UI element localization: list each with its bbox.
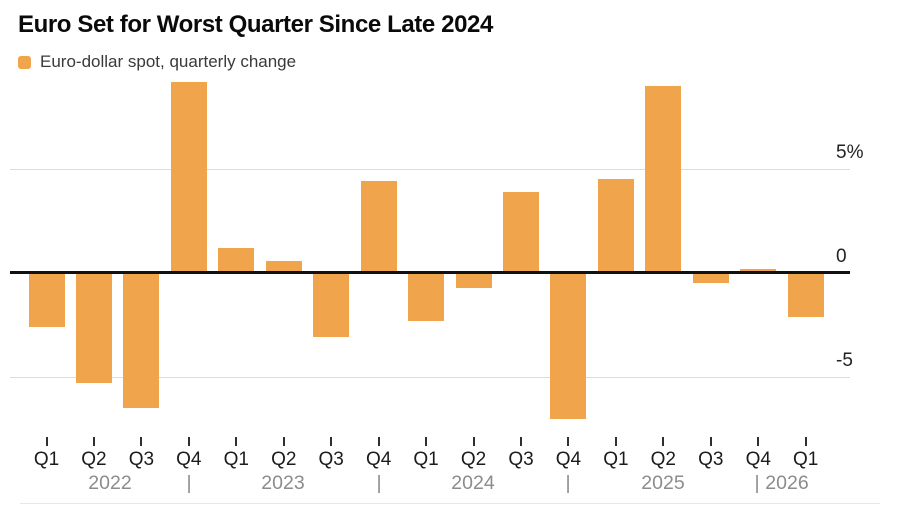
bar-q1-2025 [597, 179, 634, 273]
zero-baseline [10, 271, 850, 274]
year-separator: | [754, 472, 760, 494]
x-tick-q2-2024 [472, 437, 475, 446]
bar-q3-2025 [692, 273, 729, 284]
bar-q3-2023 [313, 273, 350, 338]
x-tick-q4-2022 [187, 437, 190, 446]
x-label-q4-2022: Q4 [176, 449, 202, 470]
x-tick-q4-2025 [757, 437, 760, 446]
x-tick-q1-2026 [804, 437, 807, 446]
x-tick-q1-2024 [425, 437, 428, 446]
year-label-2024: 2024 [451, 472, 495, 494]
bar-q3-2024 [503, 191, 539, 273]
bar-q4-2023 [360, 181, 397, 273]
x-label-q2-2023: Q2 [271, 449, 297, 470]
x-tick-q1-2022 [45, 437, 48, 446]
bar-q1-2023 [218, 248, 255, 273]
legend-label: Euro-dollar spot, quarterly change [40, 52, 297, 71]
x-label-q2-2025: Q2 [650, 449, 677, 470]
x-tick-q1-2025 [614, 437, 617, 446]
x-label-q1-2025: Q1 [603, 449, 629, 470]
x-tick-q2-2022 [92, 437, 95, 446]
x-label-q2-2022: Q2 [81, 449, 107, 470]
x-label-q3-2022: Q3 [128, 449, 155, 470]
bar-q2-2023 [265, 260, 302, 273]
x-tick-q2-2023 [282, 437, 285, 446]
bar-q2-2022 [75, 273, 112, 384]
year-separator: | [565, 472, 571, 494]
year-separator: | [376, 472, 382, 494]
x-label-q3-2023: Q3 [318, 449, 344, 470]
legend-swatch-icon [18, 55, 31, 69]
x-tick-q3-2023 [330, 437, 333, 446]
y-axis-label--5: -5 [836, 350, 853, 371]
x-tick-q3-2025 [709, 437, 712, 446]
bar-q3-2022 [123, 273, 160, 409]
bar-q1-2022 [28, 273, 65, 328]
bar-q2-2025 [645, 85, 682, 273]
bar-q4-2024 [550, 273, 587, 419]
x-tick-q3-2022 [140, 437, 143, 446]
year-label-2023: 2023 [261, 472, 305, 494]
x-tick-q1-2023 [235, 437, 238, 446]
y-axis-label-0: 0 [836, 246, 847, 267]
year-label-2026: 2026 [765, 472, 809, 494]
x-label-q1-2022: Q1 [33, 449, 60, 470]
bar-q4-2022 [170, 81, 207, 273]
year-label-2022: 2022 [88, 472, 132, 494]
gridline--5 [10, 377, 850, 378]
x-tick-q2-2025 [662, 437, 665, 446]
x-tick-q4-2024 [567, 437, 570, 446]
chart-title: Euro Set for Worst Quarter Since Late 20… [18, 11, 493, 38]
gridline-5% [10, 169, 850, 170]
x-label-q3-2025: Q3 [698, 449, 724, 470]
x-label-q1-2024: Q1 [413, 449, 439, 470]
x-tick-q4-2023 [377, 437, 380, 446]
year-separator: | [186, 472, 192, 494]
x-label-q4-2024: Q4 [555, 449, 582, 470]
x-label-q4-2025: Q4 [745, 449, 771, 470]
footer-divider [20, 503, 880, 504]
y-axis-label-5%: 5% [836, 142, 864, 163]
x-label-q1-2026: Q1 [793, 449, 819, 470]
x-label-q3-2024: Q3 [508, 449, 534, 470]
bar-q1-2024 [408, 273, 445, 321]
bar-q1-2026 [787, 273, 824, 317]
x-label-q1-2023: Q1 [223, 449, 249, 470]
x-label-q4-2023: Q4 [365, 449, 392, 470]
bar-q2-2024 [455, 273, 492, 288]
x-tick-q3-2024 [520, 437, 522, 446]
x-label-q2-2024: Q2 [460, 449, 487, 470]
bar-q4-2025 [740, 268, 777, 273]
legend: Euro-dollar spot, quarterly change [18, 51, 296, 73]
year-label-2025: 2025 [641, 472, 685, 494]
